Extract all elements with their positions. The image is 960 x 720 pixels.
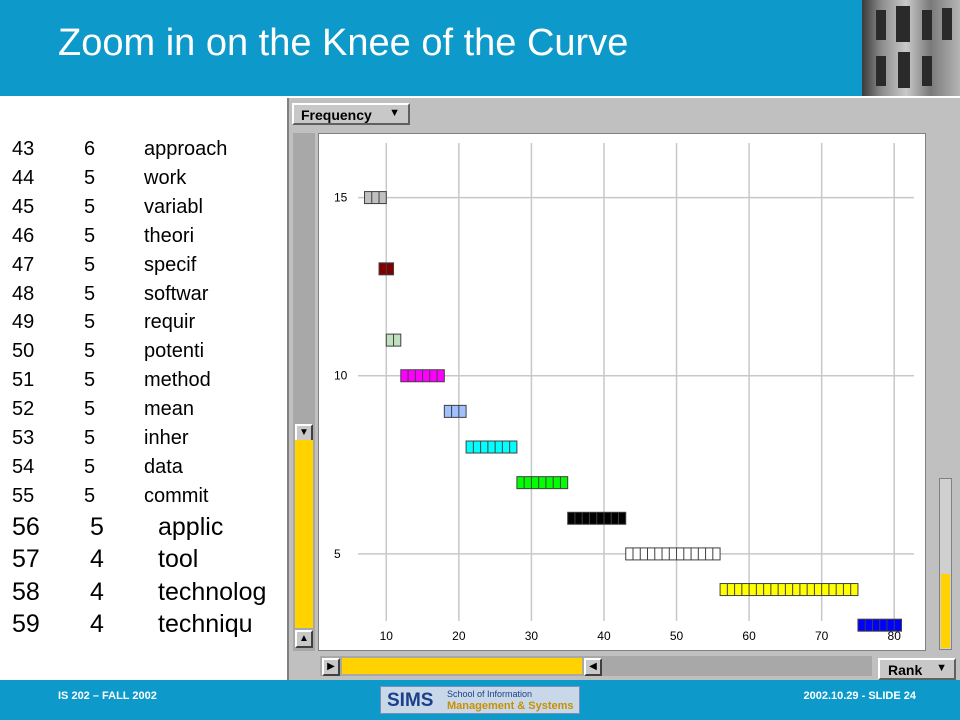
term-freq: 5	[84, 195, 96, 218]
rank-frequency-chart: 10 20 30 40 50 60 70 80 5 10 15	[334, 143, 914, 643]
term-term: variabl	[144, 195, 203, 218]
frequency-bar	[625, 547, 721, 561]
term-rank: 50	[12, 340, 35, 363]
frequency-dropdown[interactable]: Frequency ▼	[292, 103, 410, 125]
term-rank: 45	[12, 195, 35, 218]
vertical-scroll-thumb[interactable]	[295, 440, 313, 628]
term-rank: 51	[12, 369, 35, 392]
term-term: inher	[144, 427, 189, 449]
term-rank: 58	[12, 577, 40, 606]
term-freq: 5	[84, 427, 96, 449]
term-term: potenti	[144, 340, 205, 363]
term-term: commit	[144, 484, 209, 507]
course-label: IS 202 – FALL 2002	[58, 690, 157, 702]
x-tick-label: 50	[670, 629, 684, 643]
term-term: tool	[158, 545, 199, 574]
y-tick-label: 10	[334, 369, 348, 383]
term-term: method	[144, 369, 211, 392]
term-rank: 49	[12, 311, 35, 334]
term-freq: 5	[84, 484, 96, 507]
term-term: applic	[158, 512, 224, 541]
term-freq: 5	[90, 512, 104, 541]
term-rank: 52	[12, 398, 35, 421]
term-freq: 5	[84, 253, 96, 276]
rank-dropdown[interactable]: Rank ▼	[878, 658, 956, 680]
rank-dropdown-label: Rank	[888, 662, 923, 678]
sims-logo: SIMS School of Information Management & …	[380, 686, 580, 714]
term-freq: 6	[84, 138, 96, 160]
x-tick-label: 20	[452, 629, 466, 643]
y-tick-label: 15	[334, 191, 348, 205]
chevron-down-icon: ▼	[389, 107, 400, 119]
term-rank: 43	[12, 138, 35, 160]
frequency-bar	[443, 404, 467, 418]
term-freq: 4	[90, 545, 104, 574]
term-term: technolog	[158, 577, 267, 606]
term-term: theori	[144, 224, 195, 247]
term-freq: 5	[84, 282, 96, 305]
frequency-bar	[465, 440, 518, 454]
term-rank: 56	[12, 512, 40, 541]
building-photo	[862, 0, 960, 96]
chevron-down-icon: ▼	[936, 662, 947, 674]
term-freq: 5	[84, 455, 96, 478]
logo-line-1: School of Information	[447, 689, 533, 699]
x-tick-label: 60	[742, 629, 756, 643]
term-term: specif	[144, 253, 197, 276]
horizontal-scroll-thumb[interactable]	[342, 658, 582, 674]
term-term: approach	[144, 138, 228, 160]
term-freq: 5	[84, 166, 96, 189]
term-freq: 5	[84, 369, 96, 392]
slide-number: 2002.10.29 - SLIDE 24	[803, 690, 916, 702]
slide-header: Zoom in on the Knee of the Curve	[0, 0, 862, 96]
term-rank: 57	[12, 545, 40, 574]
frequency-bar	[719, 583, 859, 597]
term-term: softwar	[144, 282, 209, 305]
term-rank: 59	[12, 610, 40, 639]
frequency-bar	[364, 191, 387, 205]
term-rank: 48	[12, 282, 35, 305]
term-term: work	[144, 166, 187, 189]
term-rank: 46	[12, 224, 35, 247]
term-freq: 5	[84, 224, 96, 247]
scroll-left-button[interactable]: ◀	[584, 658, 602, 676]
term-freq: 5	[84, 311, 96, 334]
term-rank: 55	[12, 484, 35, 507]
logo-line-2: Management & Systems	[447, 700, 574, 712]
term-freq: 5	[84, 340, 96, 363]
term-term: data	[144, 455, 183, 478]
term-term: mean	[144, 398, 195, 421]
term-freq: 5	[84, 398, 96, 421]
term-freq: 4	[90, 577, 104, 606]
term-rank: 54	[12, 455, 35, 478]
frequency-dropdown-label: Frequency	[301, 107, 372, 123]
x-tick-label: 30	[525, 629, 539, 643]
right-scroll-thumb[interactable]	[941, 574, 950, 648]
scroll-down-button[interactable]: ▲	[295, 630, 313, 648]
x-tick-label: 10	[380, 629, 394, 643]
logo-main: SIMS	[387, 690, 434, 711]
x-tick-label: 40	[597, 629, 611, 643]
slide-title: Zoom in on the Knee of the Curve	[58, 22, 629, 64]
plot-area	[318, 133, 926, 651]
term-rank: 44	[12, 166, 35, 189]
term-rank: 47	[12, 253, 35, 276]
term-freq: 4	[90, 610, 104, 639]
term-term: requir	[144, 311, 196, 334]
x-tick-label: 80	[888, 629, 902, 643]
term-rank: 53	[12, 427, 35, 449]
frequency-bar	[516, 476, 569, 490]
x-tick-label: 70	[815, 629, 829, 643]
term-term: techniqu	[158, 610, 253, 639]
scroll-right-button[interactable]: ▶	[322, 658, 340, 676]
y-tick-label: 5	[334, 547, 341, 561]
